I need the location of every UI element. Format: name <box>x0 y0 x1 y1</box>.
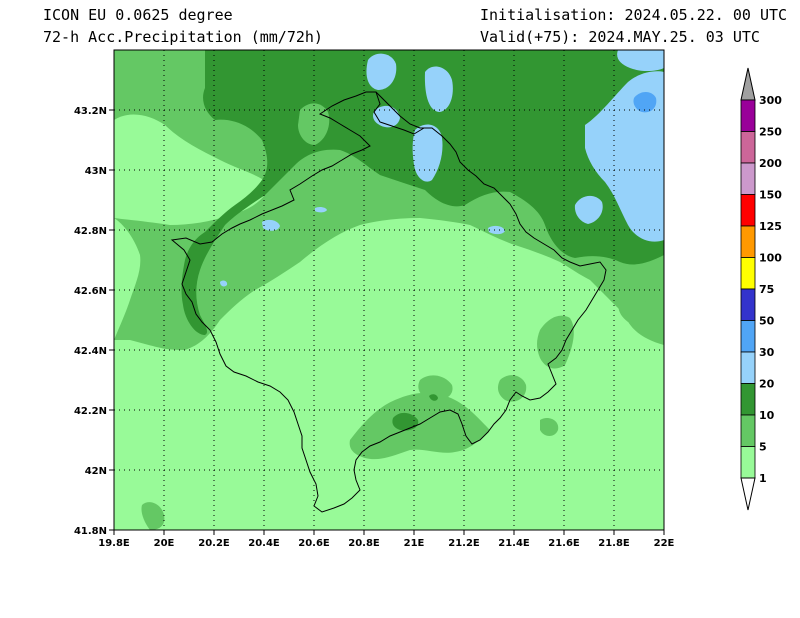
legend-swatch <box>740 383 756 416</box>
lat-label: 42.4N <box>74 346 107 357</box>
inner-border <box>373 91 425 135</box>
legend-label: 1 <box>759 472 767 485</box>
legend-label: 100 <box>759 252 782 265</box>
legend-label: 5 <box>759 441 767 454</box>
field-title: 72-h Acc.Precipitation (mm/72h) <box>43 28 323 46</box>
field-10mm-south <box>349 392 490 460</box>
field-10mm-north-patch2 <box>114 50 205 99</box>
legend-label: 250 <box>759 126 782 139</box>
lon-label: 20.8E <box>348 538 380 549</box>
lon-label: 20.6E <box>298 538 330 549</box>
valid-time: Valid(+75): 2024.MAY.25. 03 UTC <box>480 28 760 46</box>
legend-label: 30 <box>759 346 775 359</box>
field-30mm-north2 <box>424 66 453 112</box>
field-30mm-north1 <box>366 53 397 90</box>
latitude-labels: 43.2N 43N 42.8N 42.6N 42.4N 42.2N 42N 41.8N <box>74 106 107 537</box>
lon-label: 21.2E <box>448 538 480 549</box>
legend-label: 200 <box>759 157 782 170</box>
model-title: ICON EU 0.0625 degree <box>43 6 233 24</box>
legend-label: 75 <box>759 283 774 296</box>
field-10mm-southeast <box>497 375 527 402</box>
field-10mm-southeast2 <box>540 418 559 436</box>
lat-label: 43.2N <box>74 106 107 117</box>
field-5mm-center <box>114 236 664 530</box>
lon-label: 20.2E <box>198 538 230 549</box>
field-10mm-east2 <box>618 295 651 325</box>
legend-swatch <box>740 131 756 164</box>
legend-swatch <box>740 162 756 195</box>
lat-lon-grid <box>114 50 664 530</box>
lon-label: 21E <box>404 538 425 549</box>
legend-swatch <box>740 194 756 227</box>
legend-swatch <box>740 288 756 321</box>
lat-label: 42.6N <box>74 286 107 297</box>
lon-label: 22E <box>654 538 675 549</box>
legend-top-arrow <box>740 67 756 101</box>
field-10mm-sw-patch <box>141 502 165 530</box>
legend-label: 20 <box>759 378 775 391</box>
field-30mm-west-dot3 <box>220 280 228 287</box>
field-20mm-south-patch <box>392 412 419 431</box>
field-5mm-northwest-inlet <box>114 114 270 225</box>
country-border <box>170 91 607 513</box>
lon-label: 20E <box>154 538 175 549</box>
field-20mm-south-dot <box>429 394 438 401</box>
field-30mm-northeast <box>585 71 664 242</box>
legend-label: 150 <box>759 189 782 202</box>
lon-label: 21.8E <box>598 538 630 549</box>
field-30mm-east <box>574 195 603 224</box>
legend-swatch <box>740 446 756 479</box>
field-30mm-west-dot <box>262 219 280 231</box>
axis-ticks <box>109 109 665 535</box>
field-10mm-north-inlet <box>298 103 330 145</box>
field-30mm-north4 <box>412 124 443 182</box>
lat-label: 43N <box>85 166 107 177</box>
lat-label: 42.8N <box>74 226 107 237</box>
legend-label: 125 <box>759 220 782 233</box>
precipitation-legend: 300 250 200 150 125 100 75 50 30 20 10 5 1 <box>740 67 782 511</box>
lat-label: 41.8N <box>74 526 107 537</box>
lat-label: 42.2N <box>74 406 107 417</box>
field-10mm-east <box>537 315 574 369</box>
lon-label: 21.6E <box>548 538 580 549</box>
longitude-labels: 19.8E 20E 20.2E 20.4E 20.6E 20.8E 21E 21.2E 21.4… <box>98 538 674 549</box>
lon-label: 19.8E <box>98 538 130 549</box>
field-5mm-west-strip <box>114 218 141 340</box>
legend-swatch <box>740 320 756 353</box>
legend-label: 50 <box>759 315 775 328</box>
init-time: Initialisation: 2024.05.22. 00 UTC <box>480 6 788 24</box>
legend-label: 10 <box>759 409 775 422</box>
legend-swatch <box>740 351 756 384</box>
legend-swatch <box>740 257 756 290</box>
legend-swatch <box>740 414 756 447</box>
field-30mm-center-dot <box>488 225 505 235</box>
field-30mm-west-dot2 <box>315 206 327 213</box>
legend-swatch <box>740 99 756 132</box>
field-30mm-ne-top <box>617 50 664 71</box>
lon-label: 20.4E <box>248 538 280 549</box>
legend-label: 300 <box>759 94 782 107</box>
field-10mm-north-patch <box>326 168 362 193</box>
legend-swatch <box>740 225 756 258</box>
lon-label: 21.4E <box>498 538 530 549</box>
legend-bottom-arrow <box>740 477 756 511</box>
field-10mm-south-patch <box>418 375 453 401</box>
field-50mm-northeast <box>633 92 657 113</box>
lat-label: 42N <box>85 466 107 477</box>
